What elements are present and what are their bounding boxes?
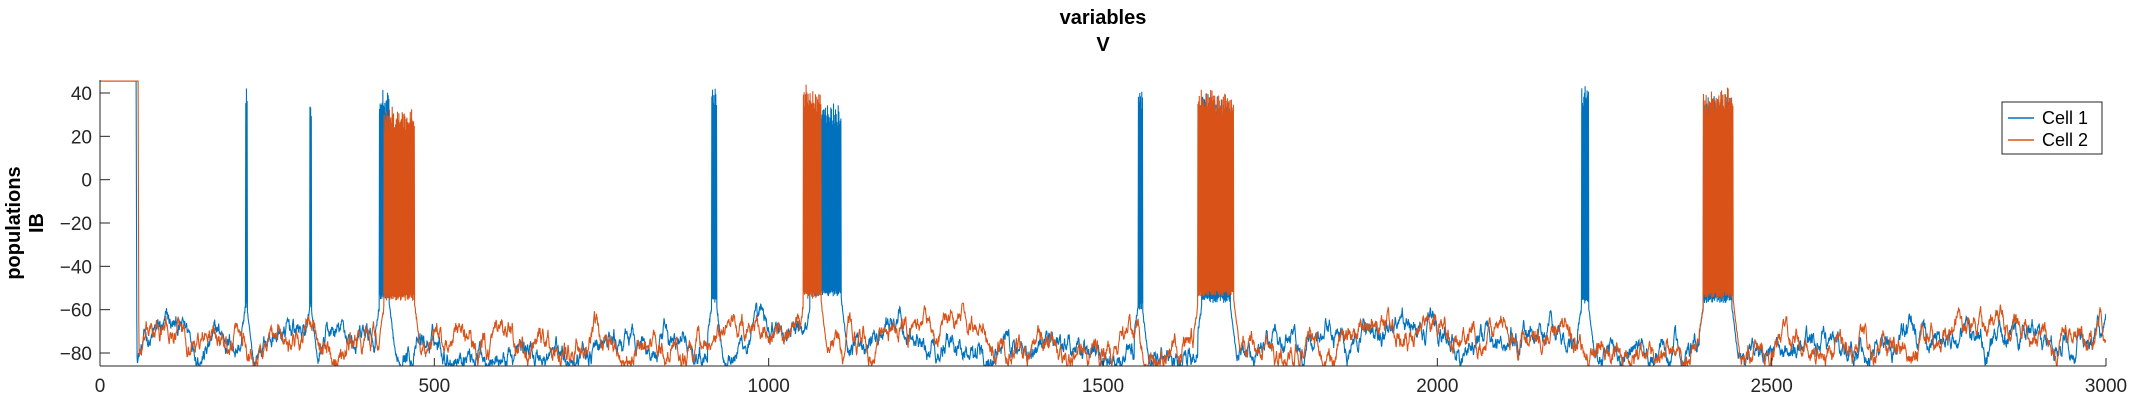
title-line: V	[1096, 34, 1110, 56]
chart-title: variables V	[1060, 7, 1147, 56]
legend-entry-label[interactable]: Cell 1	[2042, 108, 2088, 128]
y-tick-label: 20	[71, 127, 92, 148]
y-tick-label: 0	[81, 171, 92, 192]
legend-box	[2001, 101, 2103, 155]
x-tick-label: 1500	[1082, 376, 1124, 397]
y-tick-label: 40	[71, 84, 92, 105]
x-tick-label: 2500	[1751, 376, 1793, 397]
x-tick-label: 0	[95, 376, 106, 397]
y-tick-label: −20	[60, 214, 92, 235]
x-tick-label: 2000	[1416, 376, 1458, 397]
y-tick-label: −40	[60, 257, 92, 278]
series-line-cell-2	[100, 80, 2106, 366]
y-tick-label: −60	[60, 301, 92, 322]
title-line: variables	[1060, 7, 1147, 29]
x-tick-label: 1000	[748, 376, 790, 397]
y-axis-label-line: populations	[3, 166, 25, 279]
legend-entry-label[interactable]: Cell 2	[2042, 130, 2088, 150]
plot-area	[100, 80, 2106, 366]
x-tick-label: 3000	[2085, 376, 2127, 397]
y-tick-label: −80	[60, 344, 92, 365]
x-tick-label: 500	[418, 376, 450, 397]
axes: 0 500 1000 1500 2000 2500 3000 −80 −60 −40 −20 0 20 4…	[60, 80, 2127, 397]
y-axis-label: populations IB	[3, 166, 48, 279]
y-axis-label-line: IB	[26, 213, 48, 233]
